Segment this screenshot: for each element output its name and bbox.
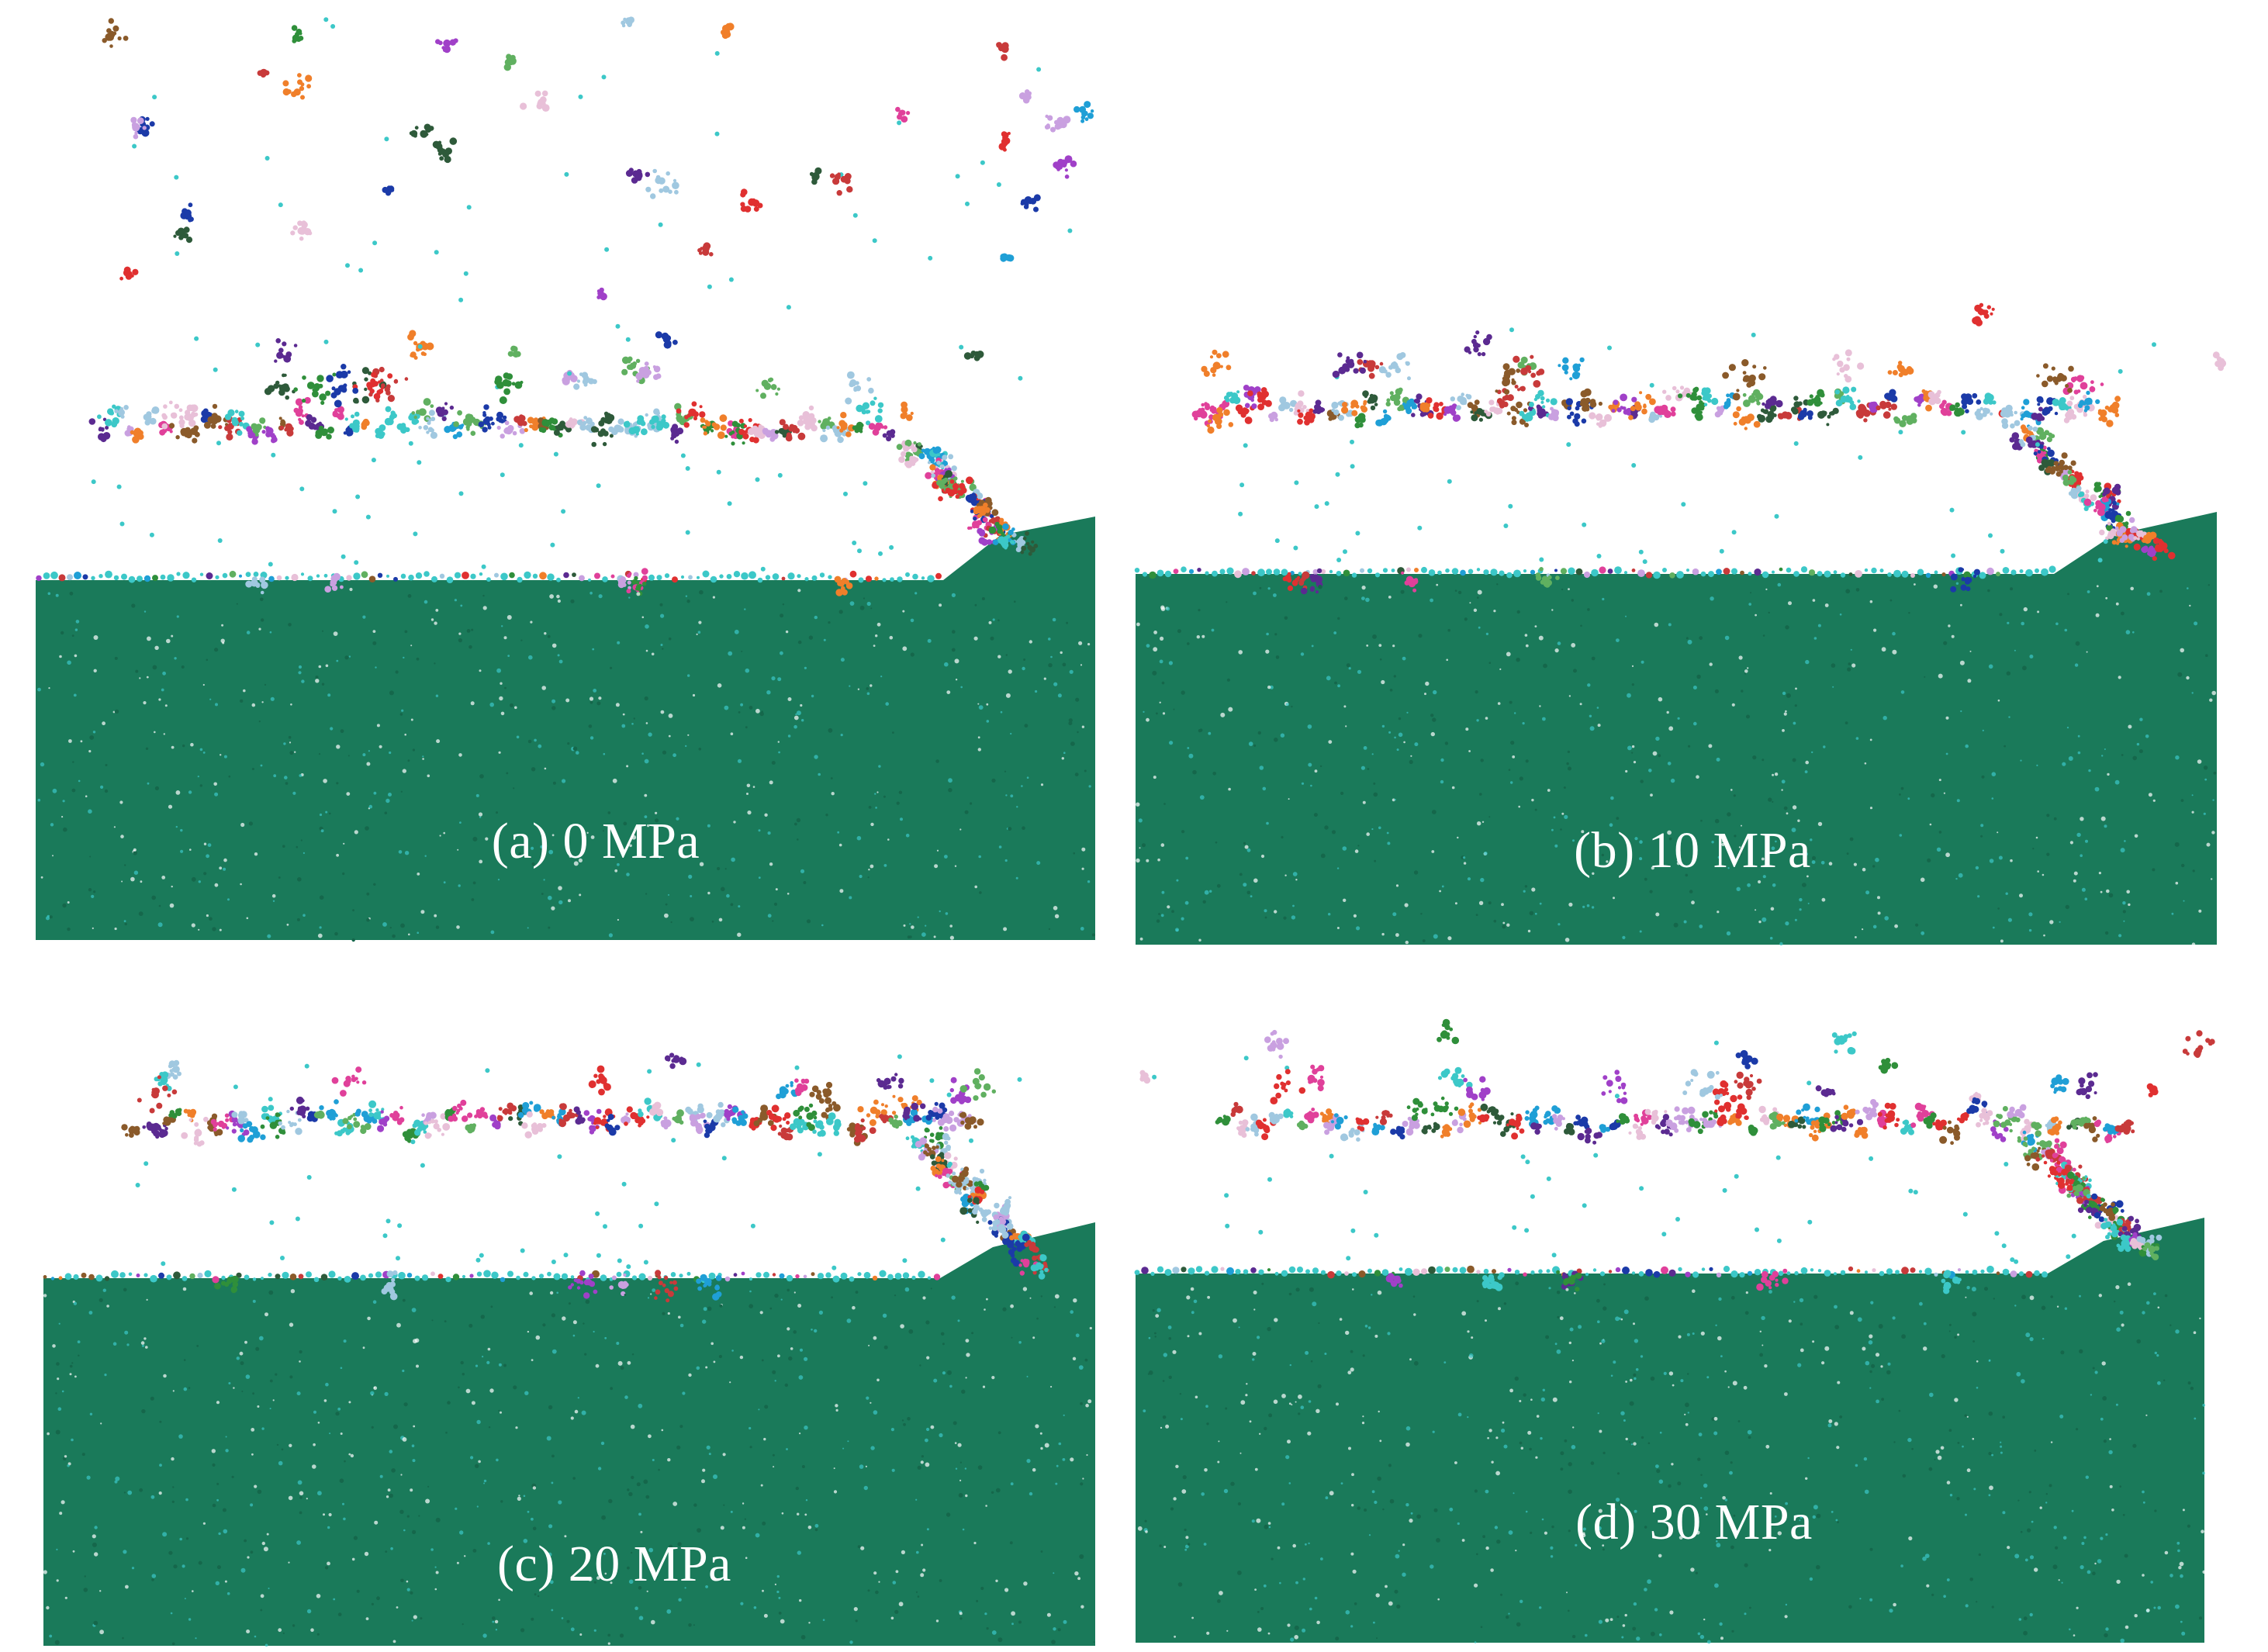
panel-a-caption: (a) 0 MPa — [491, 813, 700, 869]
panel-c-caption: (c) 20 MPa — [497, 1536, 731, 1592]
panel-d-scene — [1134, 1018, 2215, 1644]
panel-b-rock-mass — [1136, 512, 2217, 945]
panel-c-cut-groove — [137, 1134, 942, 1274]
panel-d-chip-band — [1134, 1064, 2163, 1294]
panel-d-caption: (d) 30 MPa — [1575, 1494, 1813, 1550]
panel-b-rock-texture — [1136, 582, 2217, 946]
panel-a-rock-texture — [37, 587, 1095, 942]
panel-d: (d) 30 MPa — [1134, 962, 2268, 1652]
panel-a-chip-band — [36, 364, 1039, 596]
panel-d-cut-groove — [1230, 1135, 2049, 1270]
panel-b-flying-fragments — [1334, 302, 2227, 388]
panel-b-chip-band — [1134, 349, 2176, 595]
panel-a-flying-fragments — [102, 16, 1094, 389]
panel-b-scene — [1134, 302, 2227, 946]
panel-a-cut-groove — [132, 436, 945, 574]
panel-c-rock-mass — [43, 1222, 1095, 1646]
panel-b: (b) 10 MPa — [1134, 0, 2268, 962]
panel-c-scene — [43, 1052, 1157, 1647]
panel-c-chip-band — [43, 1065, 1050, 1303]
panel-a-scene — [36, 16, 1095, 942]
panel-b-caption: (b) 10 MPa — [1574, 822, 1811, 879]
panel-d-rock-texture — [1137, 1281, 2206, 1644]
panel-d-rock-mass — [1136, 1218, 2204, 1643]
panel-d-flying-fragments — [1243, 1018, 2215, 1105]
panel-b-cut-groove — [1227, 428, 2055, 568]
panel-c-rock-texture — [43, 1287, 1095, 1647]
panel-c: (c) 20 MPa — [0, 962, 1157, 1652]
panel-a: (a) 0 MPa — [0, 0, 1134, 962]
panel-c-flying-fragments — [164, 1052, 1157, 1118]
